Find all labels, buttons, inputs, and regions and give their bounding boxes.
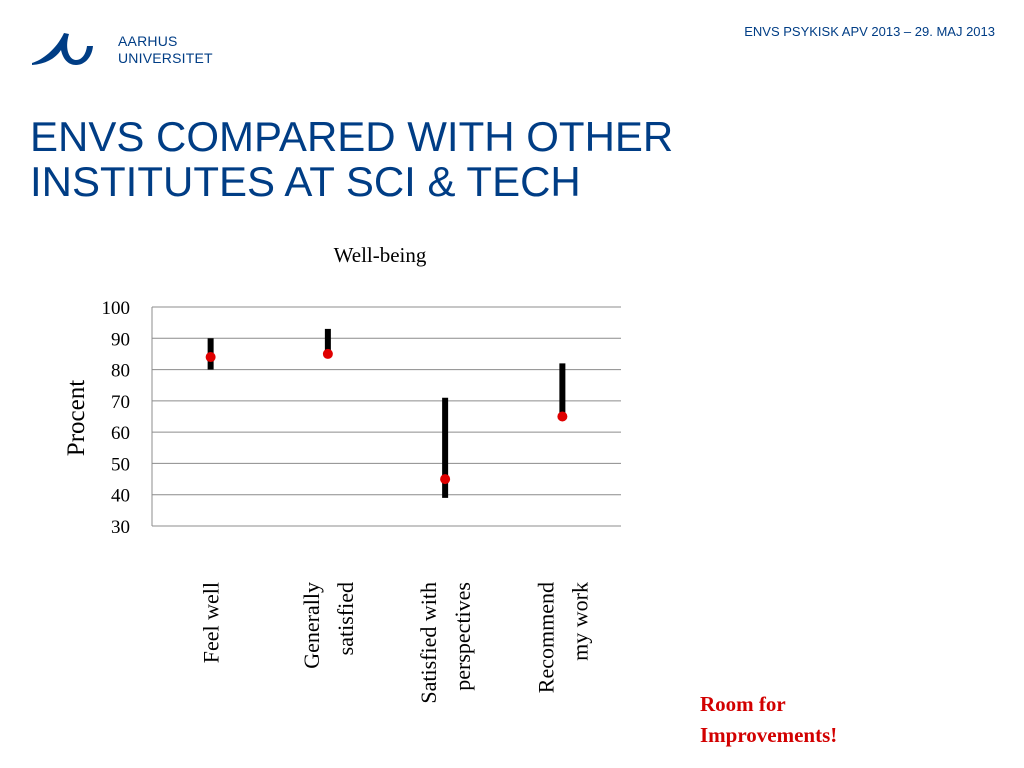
slide-title: ENVS COMPARED WITH OTHER INSTITUTES AT S… (30, 114, 673, 204)
data-point (322, 348, 333, 359)
y-tick-label: 40 (111, 486, 130, 507)
slide-title-line2: INSTITUTES AT SCI & TECH (30, 158, 581, 205)
x-tick-labels: Feel well Generally satisfied Satisfied wit… (199, 582, 593, 704)
data-point (440, 474, 451, 485)
x-tick-label-line: perspectives (450, 582, 475, 691)
slide-title-line1: ENVS COMPARED WITH OTHER (30, 113, 674, 160)
university-name: AARHUS UNIVERSITET (118, 33, 213, 67)
x-tick-label: Satisfied with perspectives (416, 582, 475, 704)
y-axis-label: Procent (63, 380, 90, 456)
y-tick-labels: 100 90 80 70 60 50 40 30 (102, 298, 131, 538)
improvement-note: Room for Improvements! (700, 689, 837, 751)
chart-title: Well-being (334, 243, 427, 267)
improvement-note-line1: Room for (700, 692, 786, 716)
presentation-subtitle: ENVS PSYKISK APV 2013 – 29. MAJ 2013 (744, 24, 995, 39)
gridlines (151, 306, 621, 527)
aarhus-university-logo-icon (32, 33, 93, 65)
x-tick-label-line: my work (567, 582, 592, 661)
data-points (205, 348, 568, 485)
y-tick-label: 60 (111, 423, 130, 444)
x-tick-label-line: Satisfied with (416, 582, 441, 704)
x-tick-label: Recommend my work (533, 582, 592, 693)
x-tick-label-line: Recommend (533, 582, 558, 693)
y-tick-label: 30 (111, 517, 130, 538)
data-point (557, 411, 568, 422)
x-tick-label: Generally satisfied (299, 582, 358, 669)
y-tick-label: 80 (111, 361, 130, 382)
y-tick-label: 50 (111, 454, 130, 475)
data-point (205, 352, 216, 363)
university-name-line1: AARHUS (118, 33, 178, 49)
x-tick-label: Feel well (199, 582, 224, 663)
range-bars (207, 328, 566, 498)
y-tick-label: 90 (111, 329, 130, 350)
university-name-line2: UNIVERSITET (118, 50, 213, 66)
x-tick-label-line: Feel well (199, 582, 224, 663)
y-tick-label: 70 (111, 392, 130, 413)
x-tick-label-line: Generally (299, 582, 324, 669)
improvement-note-line2: Improvements! (700, 723, 838, 747)
y-tick-label: 100 (102, 298, 131, 319)
x-tick-label-line: satisfied (333, 582, 358, 655)
